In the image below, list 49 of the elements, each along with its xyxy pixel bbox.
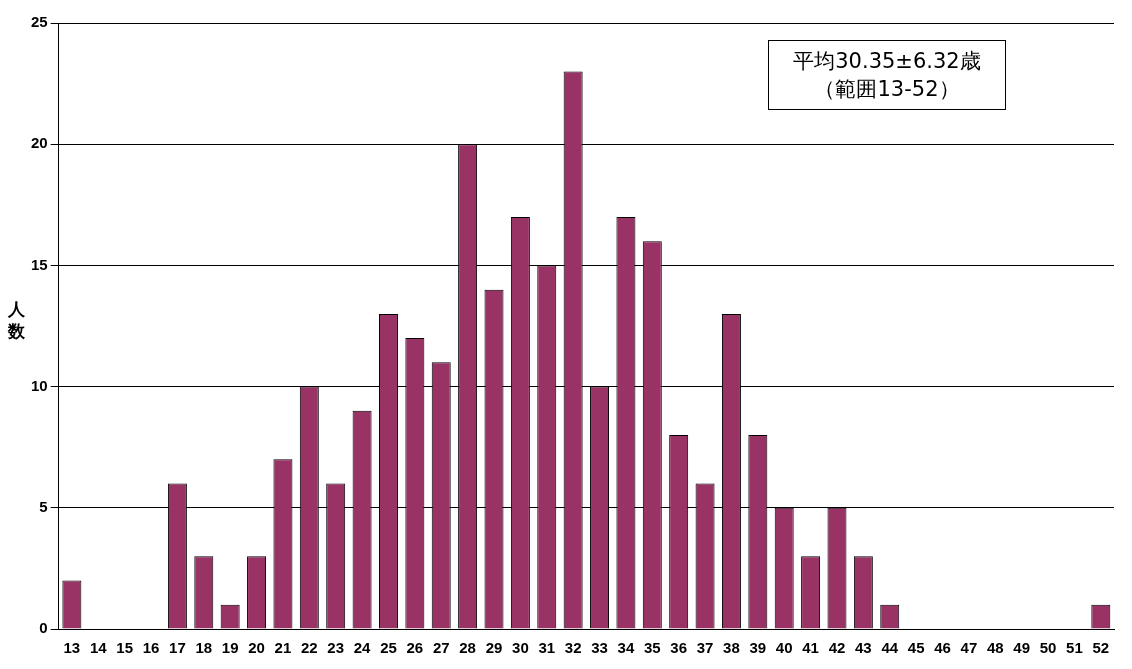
y-tick-label: 5 [39, 497, 48, 515]
x-tick-label: 39 [749, 639, 767, 657]
y-tick-label: 25 [31, 13, 48, 31]
x-tick-label: 49 [1013, 639, 1030, 657]
x-tick-label: 26 [406, 639, 424, 657]
x-tick-label: 16 [142, 639, 160, 657]
x-tick-label: 37 [696, 639, 714, 657]
annotation: （範囲13-52） [813, 76, 961, 103]
x-tick-label: 35 [643, 639, 661, 657]
x-tick-label: 18 [195, 639, 213, 657]
x-tick-label: 38 [723, 639, 740, 657]
x-tick-label: 46 [934, 639, 951, 657]
x-tick-label: 24 [353, 639, 372, 657]
x-tick-label: 29 [485, 639, 503, 657]
y-tick-label: 20 [31, 134, 48, 152]
x-tick-label: 31 [538, 639, 556, 657]
x-tick-label: 44 [881, 639, 899, 657]
x-tick-label: 32 [564, 639, 582, 657]
y-tick-label: 15 [31, 255, 48, 273]
x-tick-label: 23 [327, 639, 345, 657]
x-tick-label: 14 [89, 639, 108, 657]
x-tick-label: 27 [432, 639, 450, 657]
x-tick-label: 19 [221, 639, 239, 657]
x-tick-label: 22 [300, 639, 318, 657]
x-tick-label: 41 [802, 639, 819, 657]
y-tick-label: 0 [39, 619, 48, 637]
x-tick-label: 48 [986, 639, 1004, 657]
annotation: 平均30.35±6.32歳 [792, 48, 982, 75]
x-tick-label: 30 [512, 639, 529, 657]
y-axis-title: 人数 [8, 298, 26, 342]
x-tick-label: 25 [380, 639, 397, 657]
x-tick-label: 42 [828, 639, 846, 657]
x-tick-label: 34 [617, 639, 635, 657]
x-tick-label: 28 [459, 639, 476, 657]
x-tick-label: 17 [169, 639, 186, 657]
y-tick-label: 10 [31, 376, 48, 394]
x-tick-label: 50 [1039, 639, 1057, 657]
x-tick-label: 13 [63, 639, 81, 657]
x-tick-label: 51 [1066, 639, 1083, 657]
x-tick-label: 47 [960, 639, 978, 657]
x-tick-label: 20 [248, 639, 265, 657]
x-tick-label: 52 [1092, 639, 1110, 657]
x-tick-label: 21 [274, 639, 292, 657]
x-tick-label: 36 [670, 639, 688, 657]
x-tick-label: 45 [907, 639, 925, 657]
x-tick-label: 43 [855, 639, 872, 657]
x-tick-label: 15 [116, 639, 133, 657]
x-tick-label: 33 [591, 639, 608, 657]
x-tick-label: 40 [775, 639, 793, 657]
